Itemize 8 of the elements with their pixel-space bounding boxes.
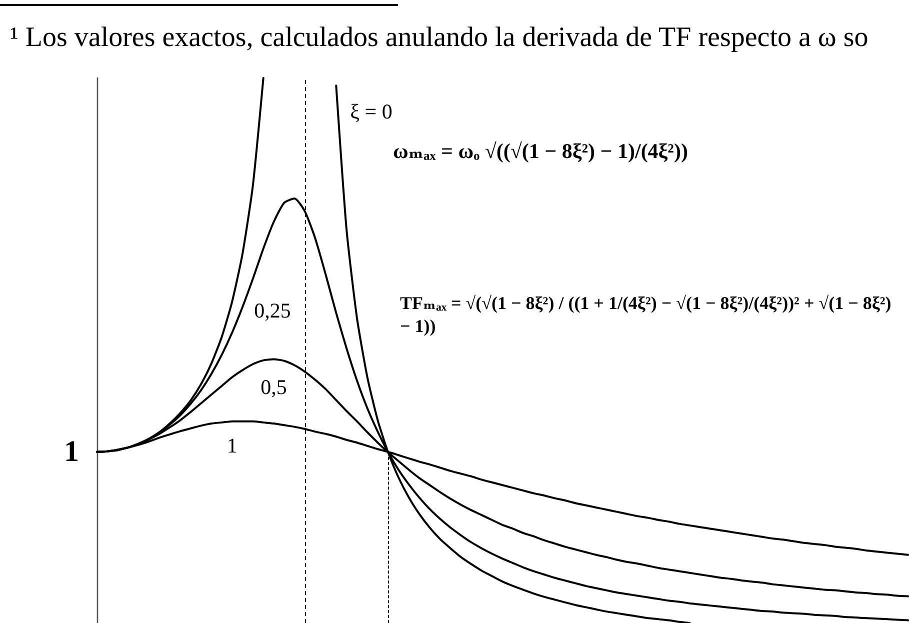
series-label: 0,25 xyxy=(254,298,291,322)
series-label: 0,5 xyxy=(260,375,287,400)
text: ¹ Los valores exactos, calculados anulando la derivada de TF respecto a ω so xyxy=(10,21,868,55)
series-label: ξ = 0 xyxy=(350,100,392,124)
annotation: TFₘₐₓ = √(√(1 − 8ξ²) / ((1 + 1/(4ξ²) − √(1 − 8ξ²)/(4ξ²))² + √(1 − 8ξ²) − 1)) xyxy=(400,292,892,337)
annotation: ωₘₐₓ = ωₒ √((√(1 − 8ξ²) − 1)/(4ξ²)) xyxy=(393,138,688,164)
text: 1 xyxy=(64,434,79,470)
series-label: 1 xyxy=(226,433,238,458)
